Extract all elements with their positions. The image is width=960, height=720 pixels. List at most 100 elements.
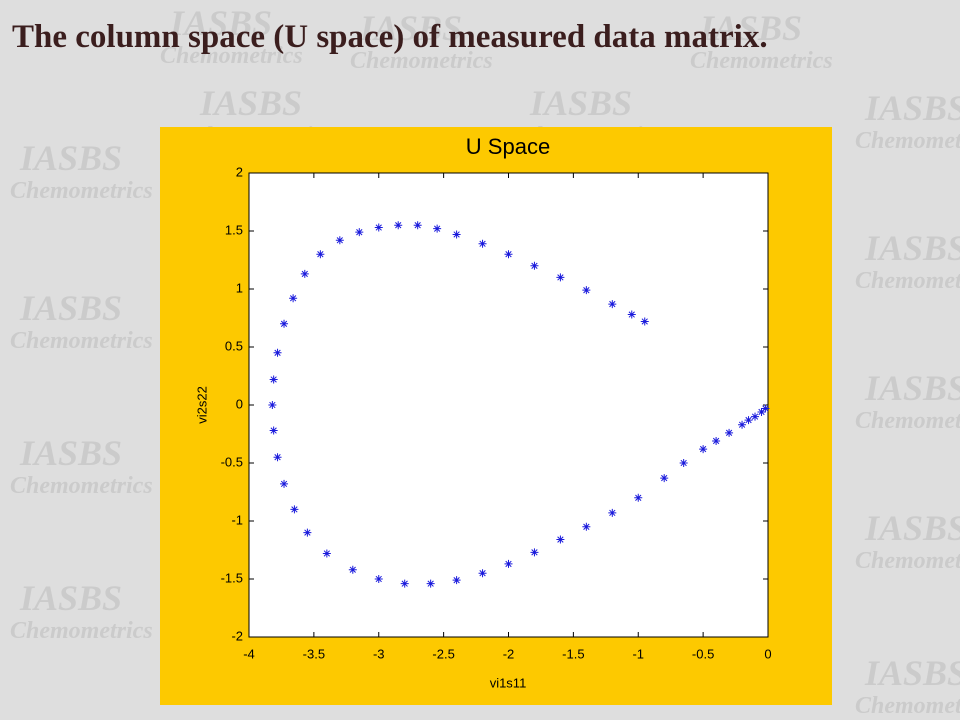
watermark-word: IASBS bbox=[199, 83, 302, 123]
watermark-word: IASBS bbox=[864, 228, 960, 268]
watermark-word: Chemometrics bbox=[160, 43, 303, 69]
point bbox=[316, 250, 325, 259]
point bbox=[761, 404, 770, 413]
point bbox=[504, 250, 513, 259]
point bbox=[556, 273, 565, 282]
y-tick-label: 0.5 bbox=[225, 338, 243, 353]
point bbox=[582, 286, 591, 295]
chart-title: U Space bbox=[466, 134, 550, 159]
y-tick-label: 1.5 bbox=[225, 222, 243, 237]
watermark-word: IASBS bbox=[864, 368, 960, 408]
point bbox=[738, 420, 747, 429]
point bbox=[268, 401, 277, 409]
point bbox=[634, 493, 643, 502]
y-axis-label: vi2s22 bbox=[194, 386, 209, 424]
point bbox=[478, 569, 487, 578]
x-tick-label: -2.5 bbox=[432, 646, 454, 661]
x-axis-label: vi1s11 bbox=[490, 675, 527, 690]
y-tick-label: -2 bbox=[231, 628, 243, 643]
point bbox=[757, 407, 766, 416]
watermark-word: IASBS bbox=[19, 578, 122, 618]
point bbox=[280, 319, 289, 328]
watermark-word: IASBS bbox=[19, 288, 122, 328]
point bbox=[355, 228, 364, 237]
point bbox=[744, 416, 753, 425]
point bbox=[660, 474, 669, 483]
x-tick-label: -0.5 bbox=[692, 646, 714, 661]
point bbox=[452, 576, 461, 585]
watermark-word: Chemometrics bbox=[10, 328, 153, 354]
watermark-word: Chemometrics bbox=[690, 48, 833, 74]
watermark-word: Chemometrics bbox=[855, 693, 960, 719]
point bbox=[433, 224, 442, 233]
point bbox=[504, 559, 513, 568]
point bbox=[374, 575, 383, 583]
point bbox=[608, 300, 617, 309]
slide-title: The column space (U space) of measured d… bbox=[12, 19, 768, 55]
point bbox=[699, 445, 708, 454]
point bbox=[413, 221, 422, 230]
point bbox=[452, 230, 461, 239]
x-tick-label: -2 bbox=[503, 646, 515, 661]
watermark-word: IASBS bbox=[529, 83, 632, 123]
x-tick-label: -4 bbox=[243, 646, 255, 661]
x-tick-label: -3 bbox=[373, 646, 385, 661]
x-tick-label: -3.5 bbox=[303, 646, 325, 661]
point bbox=[322, 549, 331, 558]
y-tick-label: 1 bbox=[236, 280, 243, 295]
watermark-word: Chemometrics bbox=[350, 48, 493, 74]
point bbox=[348, 565, 357, 574]
y-tick-label: 0 bbox=[236, 396, 243, 411]
y-tick-label: -0.5 bbox=[221, 454, 243, 469]
y-tick-label: -1 bbox=[231, 512, 243, 527]
point bbox=[269, 375, 278, 384]
watermark-word: Chemometrics bbox=[10, 178, 153, 204]
point bbox=[608, 508, 617, 517]
point bbox=[273, 453, 282, 462]
y-tick-label: 2 bbox=[236, 164, 243, 179]
watermark-word: IASBS bbox=[864, 653, 960, 693]
point bbox=[530, 261, 539, 270]
point bbox=[273, 348, 282, 357]
x-tick-label: 0 bbox=[764, 646, 771, 661]
watermark-word: IASBS bbox=[169, 3, 272, 43]
point bbox=[335, 236, 344, 245]
watermark-word: Chemometrics bbox=[855, 548, 960, 574]
point bbox=[374, 223, 383, 232]
x-tick-label: -1.5 bbox=[562, 646, 584, 661]
y-tick-label: -1.5 bbox=[221, 570, 243, 585]
watermark-word: Chemometrics bbox=[855, 128, 960, 154]
watermark-word: IASBS bbox=[19, 138, 122, 178]
point bbox=[751, 412, 760, 421]
point bbox=[269, 426, 278, 435]
point bbox=[556, 535, 565, 544]
watermark-word: Chemometrics bbox=[855, 268, 960, 294]
point bbox=[290, 505, 299, 514]
watermark-word: Chemometrics bbox=[10, 618, 153, 644]
point bbox=[640, 317, 649, 326]
point bbox=[303, 528, 312, 537]
x-tick-label: -1 bbox=[632, 646, 644, 661]
point bbox=[394, 221, 403, 230]
watermark-word: IASBS bbox=[359, 8, 462, 48]
watermark-word: IASBS bbox=[864, 508, 960, 548]
point bbox=[280, 479, 289, 488]
watermark-word: IASBS bbox=[864, 88, 960, 128]
point bbox=[725, 428, 734, 437]
watermark-word: IASBS bbox=[699, 8, 802, 48]
point bbox=[712, 436, 721, 445]
watermark-word: Chemometrics bbox=[10, 473, 153, 499]
point bbox=[289, 294, 298, 303]
point bbox=[300, 269, 309, 278]
point bbox=[679, 459, 688, 467]
point bbox=[426, 579, 435, 588]
watermark-word: Chemometrics bbox=[855, 408, 960, 434]
point bbox=[478, 239, 487, 248]
watermark-word: IASBS bbox=[19, 433, 122, 473]
point bbox=[530, 548, 539, 557]
point bbox=[582, 522, 591, 531]
point bbox=[400, 579, 409, 588]
